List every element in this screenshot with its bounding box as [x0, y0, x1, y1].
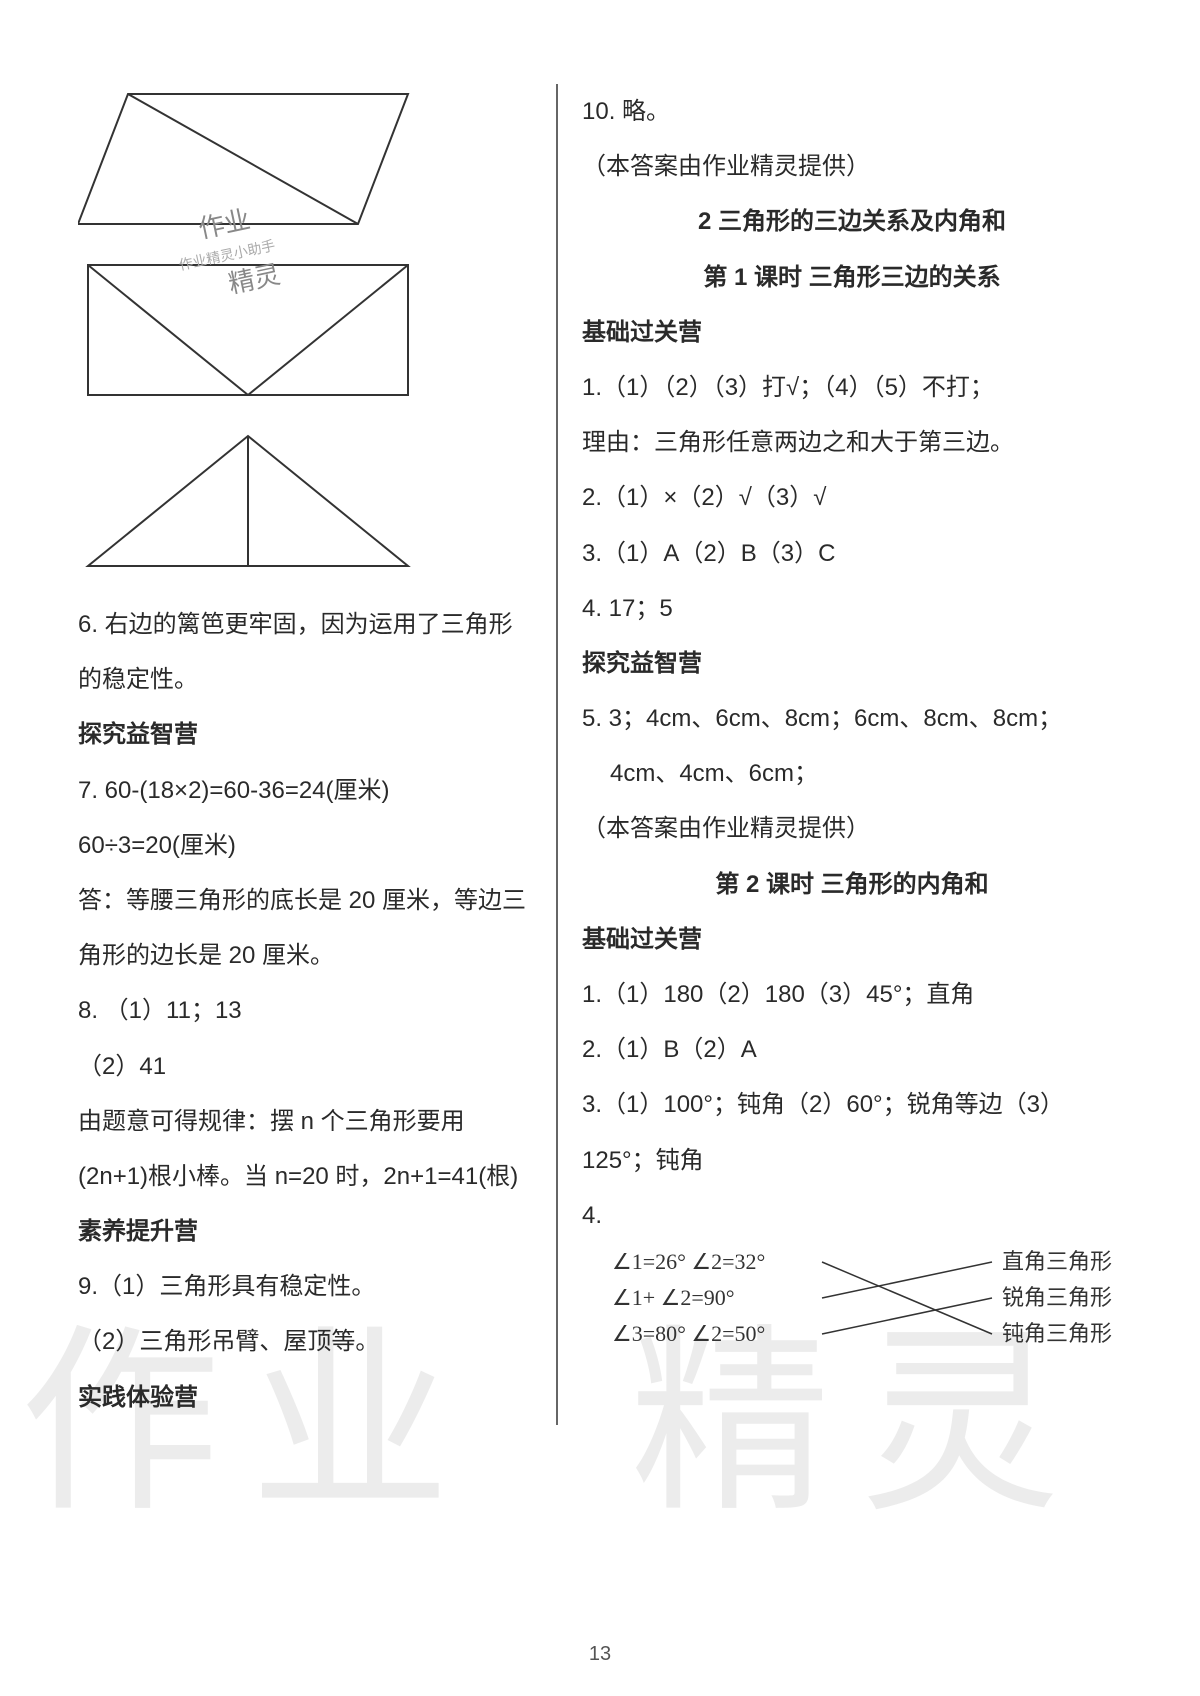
q7-line2: 60÷3=20(厘米) [78, 818, 532, 873]
heading-basic-2: 基础过关营 [582, 912, 1122, 967]
page-container: 作业 作业精灵小助手 精灵 6. 右边的篱笆更牢固，因为运用了三角形的稳定性。 … [0, 0, 1200, 1465]
heading-explore-left: 探究益智营 [78, 707, 532, 762]
matching-left-item: ∠1=26° ∠2=32° [612, 1249, 765, 1274]
l2-q3: 3.（1）100°；钝角（2）60°；锐角等边（3）125°；钝角 [582, 1077, 1122, 1187]
heading-suyang: 素养提升营 [78, 1204, 532, 1259]
title-lesson1: 第 1 课时 三角形三边的关系 [582, 250, 1122, 305]
diagram-envelope: 作业精灵小助手 精灵 [78, 255, 532, 410]
matching-line [822, 1262, 992, 1298]
matching-line [822, 1262, 992, 1334]
matching-left-item: ∠3=80° ∠2=50° [612, 1321, 765, 1346]
l1-q2: 2.（1）×（2）√（3）√ [582, 470, 1122, 525]
l1-q3: 3.（1）A（2）B（3）C [582, 526, 1122, 581]
q8-line2: （2）41 [78, 1039, 532, 1094]
heading-basic-1: 基础过关营 [582, 305, 1122, 360]
l1-q5-line2: 4cm、4cm、6cm； [582, 746, 1122, 801]
heading-shijian: 实践体验营 [78, 1370, 532, 1425]
credit-1: （本答案由作业精灵提供） [582, 139, 1122, 194]
page-number: 13 [589, 1643, 611, 1666]
diagram-parallelogram: 作业 [78, 84, 532, 239]
matching-left-item: ∠1+ ∠2=90° [612, 1285, 735, 1310]
diagram-triangle [78, 426, 532, 581]
l2-q4-label: 4. [582, 1188, 1122, 1243]
q10-text: 10. 略。 [582, 84, 1122, 139]
q9-line2: （2）三角形吊臂、屋顶等。 [78, 1314, 532, 1369]
q7-answer: 答：等腰三角形的底长是 20 厘米，等边三角形的边长是 20 厘米。 [78, 873, 532, 983]
q7-line1: 7. 60-(18×2)=60-36=24(厘米) [78, 763, 532, 818]
l2-q2: 2.（1）B（2）A [582, 1022, 1122, 1077]
q6-text: 6. 右边的篱笆更牢固，因为运用了三角形的稳定性。 [78, 597, 532, 707]
left-column: 作业 作业精灵小助手 精灵 6. 右边的篱笆更牢固，因为运用了三角形的稳定性。 … [60, 84, 558, 1425]
matching-right-item: 锐角三角形 [1002, 1285, 1112, 1310]
matching-right-item: 钝角三角形 [1002, 1321, 1112, 1346]
matching-diagram: ∠1=26° ∠2=32° ∠1+ ∠2=90° ∠3=80° ∠2=50° 直角三角… [602, 1247, 1122, 1362]
credit-2: （本答案由作业精灵提供） [582, 801, 1122, 856]
heading-explore-right: 探究益智营 [582, 636, 1122, 691]
l1-q1: 1.（1）（2）（3）打√；（4）（5）不打； [582, 360, 1122, 415]
q8-line1: 8. （1）11；13 [78, 983, 532, 1038]
l1-q5-line1: 5. 3；4cm、6cm、8cm；6cm、8cm、8cm； [582, 691, 1122, 746]
q8-explain: 由题意可得规律：摆 n 个三角形要用(2n+1)根小棒。当 n=20 时，2n+… [78, 1094, 532, 1204]
matching-right-item: 直角三角形 [1002, 1249, 1112, 1274]
title-main: 2 三角形的三边关系及内角和 [582, 194, 1122, 249]
right-column: 10. 略。 （本答案由作业精灵提供） 2 三角形的三边关系及内角和 第 1 课… [558, 84, 1140, 1425]
l1-q1-reason: 理由：三角形任意两边之和大于第三边。 [582, 415, 1122, 470]
matching-line [822, 1298, 992, 1334]
l1-q4: 4. 17；5 [582, 581, 1122, 636]
l2-q1: 1.（1）180（2）180（3）45°；直角 [582, 967, 1122, 1022]
q9-line1: 9.（1）三角形具有稳定性。 [78, 1259, 532, 1314]
title-lesson2: 第 2 课时 三角形的内角和 [582, 857, 1122, 912]
